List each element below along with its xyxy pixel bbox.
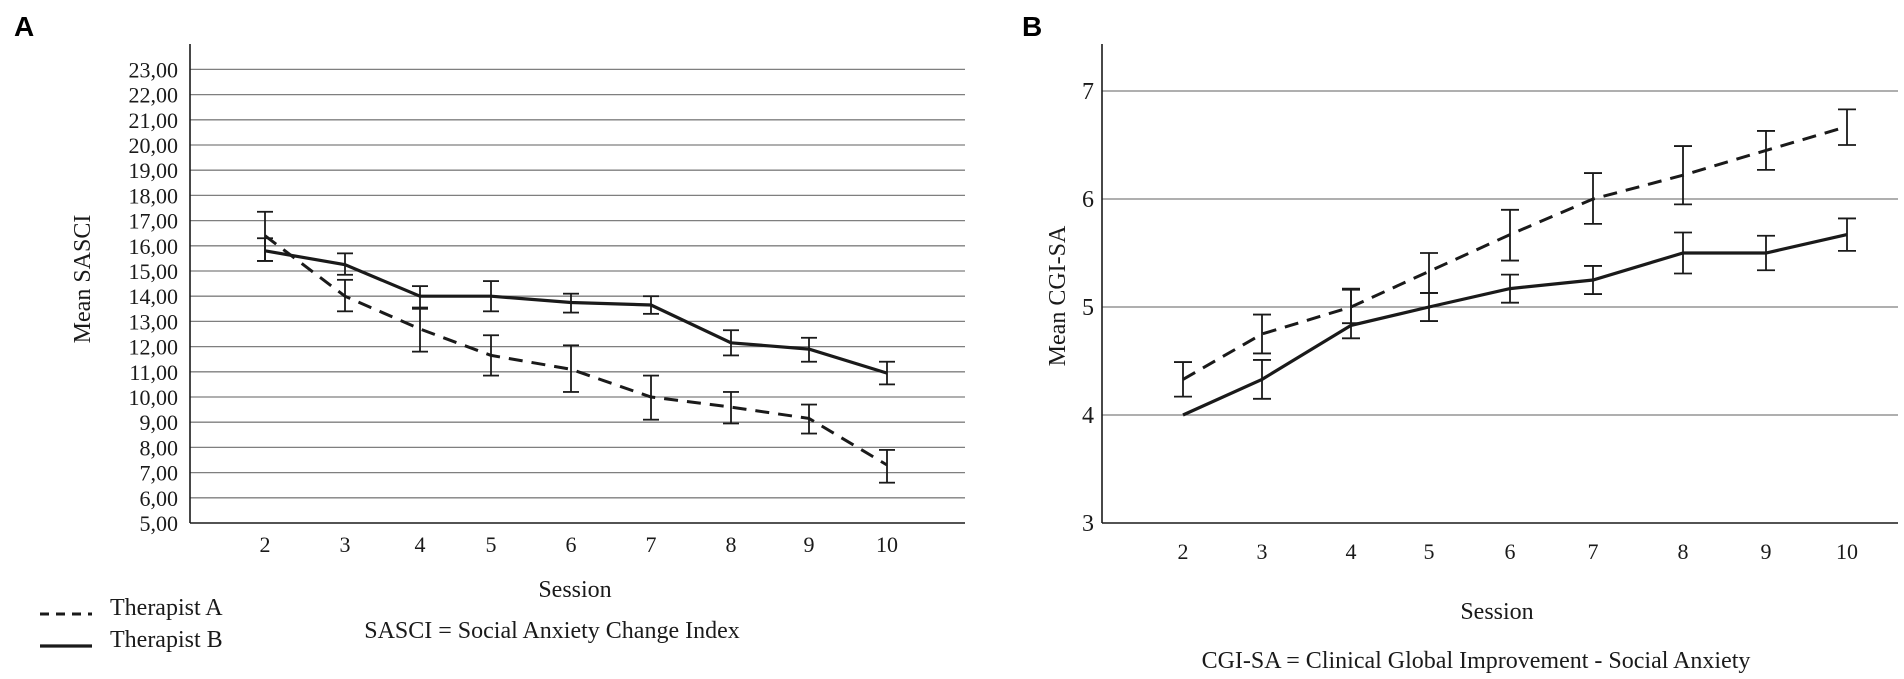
chart-a-series-therapist-a-error-bar — [412, 307, 428, 353]
chart-a-xtick-label: 9 — [804, 532, 815, 557]
chart-b-series-therapist-b-error-bar — [1838, 217, 1856, 252]
chart-a-ytick-label: 7,00 — [140, 461, 179, 486]
chart-a-series-therapist-a-error-bar — [337, 278, 353, 313]
chart-a-ytick-label: 20,00 — [129, 133, 179, 158]
chart-a-ytick-label: 17,00 — [129, 209, 179, 234]
chart-a-series-therapist-b-error-bar — [412, 285, 428, 309]
chart-b-xtick-label: 2 — [1178, 539, 1189, 564]
chart-a-ytick-label: 5,00 — [140, 511, 179, 536]
panel-label-b: B — [1022, 11, 1042, 42]
chart-b-xtick-label: 6 — [1505, 539, 1516, 564]
chart-a-series-therapist-b-error-bar — [563, 292, 579, 314]
chart-b-xtick-label: 8 — [1678, 539, 1689, 564]
chart-a-series-therapist-b-error-bar — [643, 295, 659, 315]
chart-a-xlabel: Session — [538, 577, 611, 603]
chart-a-ytick-label: 14,00 — [129, 284, 179, 309]
legend: Therapist A Therapist B — [40, 595, 223, 653]
chart-a-xtick-label: 8 — [726, 532, 737, 557]
chart-b-series-therapist-a-error-bar — [1174, 361, 1192, 398]
chart-b-series-therapist-a-error-bar — [1757, 130, 1775, 171]
chart-b-series-therapist-b-error-bar — [1342, 288, 1360, 340]
chart-a-ytick-label: 8,00 — [140, 435, 179, 460]
chart-a-ytick-label: 18,00 — [129, 183, 179, 208]
chart-a-ytick-label: 6,00 — [140, 486, 179, 511]
panel-label-a: A — [14, 11, 34, 42]
chart-b-ylabel: Mean CGI-SA — [1045, 225, 1071, 366]
legend-label-therapist-b: Therapist B — [110, 627, 223, 653]
chart-a-xtick-label: 10 — [876, 532, 898, 557]
chart-b-series-therapist-b-error-bar — [1674, 231, 1692, 275]
chart-a-ytick-label: 23,00 — [129, 57, 179, 82]
chart-b-series-therapist-b-error-bar — [1584, 265, 1602, 295]
chart-b-ytick-label: 3 — [1082, 511, 1094, 537]
chart-b: Mean CGI-SA Session CGI-SA = Clinical Gl… — [1045, 44, 1898, 674]
chart-a-note: SASCI = Social Anxiety Change Index — [364, 618, 740, 644]
chart-a-ytick-label: 10,00 — [129, 385, 179, 410]
chart-a-xtick-label: 3 — [340, 532, 351, 557]
chart-a-ylabel: Mean SASCI — [70, 215, 96, 344]
chart-a: Mean SASCI Session SASCI = Social Anxiet… — [70, 44, 965, 644]
chart-b-series-therapist-a-error-bar — [1501, 208, 1519, 262]
chart-b-ytick-label: 5 — [1082, 295, 1094, 321]
chart-a-xtick-label: 4 — [415, 532, 426, 557]
chart-b-xtick-label: 10 — [1836, 539, 1858, 564]
chart-b-xlabel: Session — [1460, 599, 1533, 625]
chart-b-ytick-label: 7 — [1082, 79, 1094, 105]
chart-a-ytick-label: 16,00 — [129, 234, 179, 259]
chart-a-series-therapist-a-error-bar — [723, 391, 739, 425]
chart-b-series-therapist-b-error-bar — [1757, 234, 1775, 272]
chart-b-series-therapist-a-error-bar — [1674, 145, 1692, 206]
chart-b-ytick-label: 6 — [1082, 187, 1094, 213]
legend-label-therapist-a: Therapist A — [110, 595, 223, 621]
chart-b-ytick-label: 4 — [1082, 403, 1094, 429]
chart-a-series-therapist-a-line — [264, 234, 888, 467]
chart-b-series-therapist-b-error-bar — [1253, 359, 1271, 400]
chart-a-xtick-label: 2 — [260, 532, 271, 557]
chart-a-series-therapist-a-error-bar — [563, 344, 579, 393]
chart-a-ytick-label: 11,00 — [129, 360, 178, 385]
chart-b-series-therapist-a-error-bar — [1253, 313, 1271, 355]
chart-a-ytick-label: 21,00 — [129, 108, 179, 133]
chart-a-series-therapist-a-error-bar — [879, 449, 895, 484]
chart-b-xtick-label: 7 — [1588, 539, 1599, 564]
chart-a-series-therapist-a-error-bar — [801, 403, 817, 435]
chart-a-xtick-label: 6 — [566, 532, 577, 557]
chart-b-series-therapist-a-error-bar — [1584, 172, 1602, 225]
chart-a-series-therapist-b-error-bar — [257, 237, 273, 262]
chart-a-ytick-label: 22,00 — [129, 83, 179, 108]
chart-a-ytick-label: 15,00 — [129, 259, 179, 284]
chart-a-series-therapist-b-error-bar — [483, 280, 499, 313]
chart-a-xtick-label: 5 — [486, 532, 497, 557]
chart-b-xtick-label: 9 — [1761, 539, 1772, 564]
chart-a-ytick-label: 19,00 — [129, 158, 179, 183]
chart-b-xtick-label: 3 — [1257, 539, 1268, 564]
chart-b-series-therapist-b-error-bar — [1501, 273, 1519, 304]
chart-a-series-therapist-b-error-bar — [723, 329, 739, 357]
chart-b-xtick-label: 4 — [1346, 539, 1357, 564]
chart-b-series-therapist-b-error-bar — [1420, 292, 1438, 322]
chart-a-ytick-label: 12,00 — [129, 335, 179, 360]
chart-a-series-therapist-a-error-bar — [483, 334, 499, 377]
chart-b-series-therapist-a-error-bar — [1838, 108, 1856, 146]
chart-a-series-therapist-b-error-bar — [337, 252, 353, 276]
chart-a-series-therapist-a-error-bar — [643, 374, 659, 421]
chart-a-ytick-label: 9,00 — [140, 410, 179, 435]
chart-b-series-therapist-b-line — [1182, 233, 1848, 417]
chart-b-xtick-label: 5 — [1424, 539, 1435, 564]
chart-a-series-therapist-b-error-bar — [801, 336, 817, 363]
chart-a-xtick-label: 7 — [646, 532, 657, 557]
chart-a-ytick-label: 13,00 — [129, 309, 179, 334]
chart-b-note: CGI-SA = Clinical Global Improvement - S… — [1202, 648, 1751, 674]
chart-a-series-therapist-b-error-bar — [879, 360, 895, 386]
